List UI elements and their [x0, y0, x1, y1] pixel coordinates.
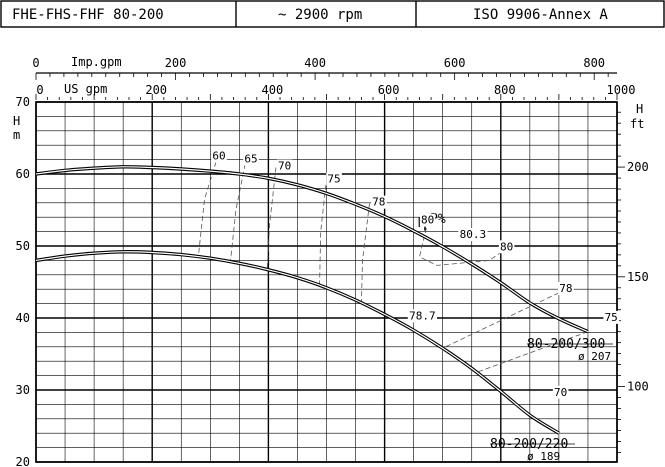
efficiency-contour-line	[477, 331, 589, 373]
head-curve-inner-80-200-300	[35, 166, 589, 333]
efficiency-label: 75	[327, 173, 340, 186]
efficiency-label-bg	[458, 228, 488, 242]
efficiency-label: 78	[559, 282, 572, 295]
curve-label-300: 80-200/300	[527, 337, 605, 352]
efficiency-label: 75	[605, 311, 618, 324]
ft-tick-label: 150	[627, 270, 649, 284]
efficiency-label-bg	[498, 240, 515, 254]
m-tick-label: 40	[16, 311, 30, 325]
ft-tick-label: 200	[627, 160, 649, 174]
m-tick-label: 60	[16, 167, 30, 181]
standard-label: ISO 9906-Annex A	[473, 7, 608, 23]
efficiency-contour-line	[198, 161, 217, 254]
grid	[35, 101, 618, 463]
series-label: FHE-FHS-FHF 80-200	[12, 7, 164, 23]
m-tick-label: 50	[16, 239, 30, 253]
head-curve-inner-80-200-220	[35, 251, 560, 434]
head-curves	[35, 165, 589, 435]
efficiency-label-bg	[419, 213, 436, 227]
efficiency-contour-line	[230, 163, 246, 261]
efficiency-label: 78	[372, 196, 385, 209]
efficiency-label: 65	[244, 152, 257, 165]
efficiency-label: 78.7	[409, 309, 436, 322]
diameter-label-189: ø 189	[527, 450, 560, 463]
efficiency-label-bg	[276, 159, 293, 173]
efficiency-label-bg	[243, 152, 259, 166]
efficiency-contour-line	[266, 167, 277, 270]
efficiency-contour-line	[442, 292, 560, 349]
us-gpm-label: US gpm	[64, 82, 107, 96]
m-tick-label: 30	[16, 383, 30, 397]
us-tick-label: 0	[36, 83, 43, 97]
imp-tick-label: 400	[304, 56, 326, 70]
plot-border	[35, 101, 618, 463]
m-tick-label: 20	[16, 455, 30, 467]
imp-tick-label: 200	[165, 56, 187, 70]
annotations: H m H ft Imp.gpm US gpm η P% 80-200/300 …	[13, 55, 644, 463]
efficiency-label: 60	[212, 150, 225, 163]
header-box: FHE-FHS-FHF 80-200 ~ 2900 rpm ISO 9906-A…	[0, 0, 665, 28]
efficiency-label-bg	[558, 282, 574, 296]
efficiency-label-bg	[211, 149, 227, 163]
h-axis-label-left: H	[13, 114, 20, 128]
imp-tick-label: 600	[444, 56, 466, 70]
imp-tick-label: 800	[583, 56, 605, 70]
us-tick-label: 1000	[607, 83, 636, 97]
efficiency-label: 70	[554, 386, 567, 399]
efficiency-contour-line	[361, 203, 370, 304]
efficiency-label: 80	[421, 214, 434, 227]
us-tick-label: 600	[378, 83, 400, 97]
efficiency-contours	[198, 161, 589, 373]
h-axis-label-right: H	[636, 102, 643, 116]
curve-label-220: 80-200/220	[490, 437, 568, 452]
efficiency-label: 80.3	[460, 228, 487, 241]
m-unit-label: m	[13, 128, 20, 142]
diameter-label-207: ø 207	[578, 350, 611, 363]
efficiency-contour-line	[419, 227, 502, 266]
efficiency-contour-line	[319, 184, 327, 288]
imp-gpm-label: Imp.gpm	[71, 55, 122, 69]
speed-label: ~ 2900 rpm	[278, 7, 362, 23]
us-tick-label: 200	[145, 83, 167, 97]
efficiency-label-bg	[552, 385, 569, 399]
ft-unit-label: ft	[630, 117, 644, 131]
efficiency-label-bg	[407, 309, 437, 323]
ft-tick-label: 100	[627, 380, 649, 394]
efficiency-label-bg	[370, 195, 387, 209]
efficiency-label-bg	[603, 310, 619, 324]
efficiency-label-bg	[326, 172, 342, 186]
imp-tick-label: 0	[32, 56, 39, 70]
us-tick-label: 800	[494, 83, 516, 97]
us-tick-label: 400	[262, 83, 284, 97]
m-tick-label: 70	[16, 95, 30, 109]
efficiency-label: 70	[278, 160, 291, 173]
efficiency-label: 80	[500, 240, 513, 253]
